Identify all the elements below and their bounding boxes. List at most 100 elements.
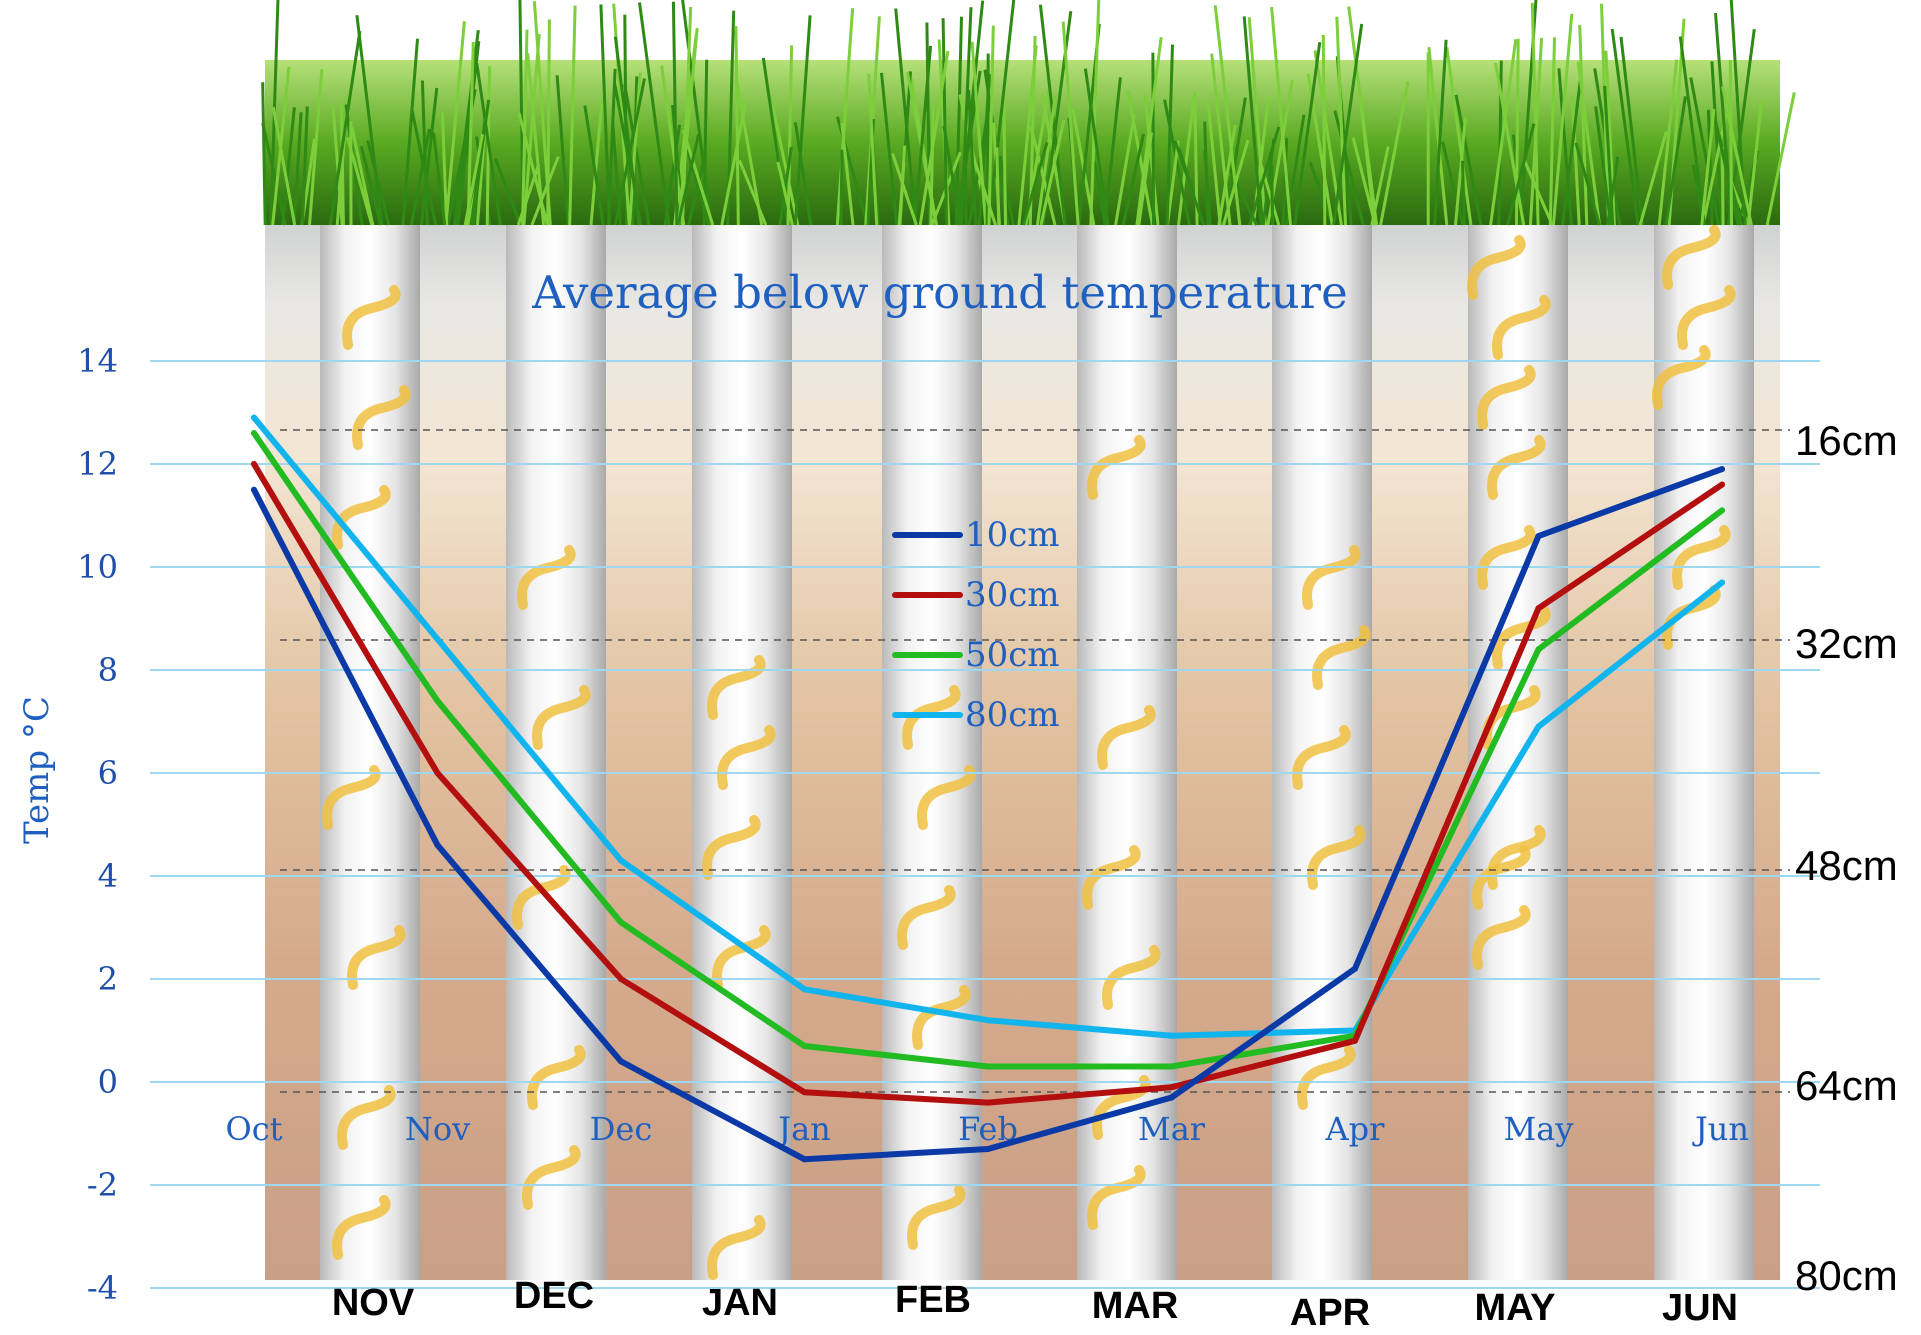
grass-blade — [954, 70, 982, 226]
grass-blade — [1379, 81, 1410, 226]
data-point-50cm — [434, 697, 441, 704]
grass-blade — [613, 36, 641, 226]
grub-46 — [1652, 345, 1711, 410]
grass-blade — [1441, 141, 1465, 226]
grass-blade — [974, 162, 997, 226]
grass-blade — [1313, 50, 1343, 226]
grass-blade — [1619, 36, 1644, 226]
grub-26 — [1102, 945, 1161, 1010]
legend-label: 80cm — [965, 695, 1060, 735]
data-point-80cm — [801, 986, 808, 993]
data-point-30cm — [1168, 1084, 1175, 1091]
grass-blade — [880, 72, 899, 226]
data-point-50cm — [1535, 646, 1542, 653]
grass-blade — [1610, 28, 1640, 226]
data-point-50cm — [618, 919, 624, 926]
grass-blade — [1522, 159, 1554, 226]
grass-blade — [401, 38, 419, 226]
grass-blade — [677, 27, 699, 226]
grub-41 — [1477, 365, 1536, 430]
grass-blade — [913, 45, 933, 226]
grass-blade — [1266, 79, 1294, 226]
grub-43 — [1472, 845, 1531, 910]
data-point-80cm — [985, 1017, 991, 1024]
grass-blade — [1370, 146, 1390, 226]
grass-blade — [1035, 94, 1057, 226]
grass-blade — [1728, 59, 1733, 226]
grub-4 — [322, 765, 381, 830]
grass-blade — [985, 53, 990, 226]
grass-blade — [1247, 17, 1267, 226]
grass-blade — [687, 156, 707, 226]
grub-7 — [332, 1195, 391, 1260]
month-label: DEC — [514, 1275, 594, 1317]
month-label: APR — [1290, 1292, 1370, 1334]
grub-40 — [1492, 295, 1551, 360]
grub-5 — [347, 925, 406, 990]
grub-23 — [1087, 435, 1146, 500]
grass-blade — [261, 82, 267, 226]
grass-blade — [726, 10, 736, 226]
grass-blade — [897, 162, 906, 226]
data-point-10cm — [618, 1058, 624, 1065]
grass-blade — [995, 147, 1001, 226]
grass-blade — [894, 8, 918, 226]
y-tick-label: 8 — [98, 651, 118, 689]
grass-blade — [1135, 37, 1163, 226]
grass-blade — [568, 5, 577, 226]
grass-blade — [1603, 85, 1615, 226]
grass-blade — [475, 63, 502, 226]
data-point-80cm — [618, 857, 624, 864]
grass-blade — [1700, 108, 1716, 226]
grass-blade — [1706, 109, 1714, 226]
grass-blade — [1570, 94, 1581, 226]
grass-blade — [1210, 53, 1232, 226]
data-point-10cm — [251, 486, 257, 493]
grass-blade — [1433, 39, 1448, 226]
grass-blade — [555, 75, 570, 226]
grass-blade — [1226, 163, 1258, 226]
grass-blade — [891, 153, 918, 226]
grass-blade — [702, 59, 709, 226]
grass-blade — [1039, 120, 1066, 226]
grub-11 — [527, 1045, 586, 1110]
grass-blade — [1114, 114, 1136, 226]
x-tick-label: Dec — [590, 1110, 653, 1148]
grub-33 — [1297, 1045, 1356, 1110]
grass-blade — [761, 57, 790, 226]
depth-label: 48cm — [1795, 842, 1898, 889]
grass-blade — [778, 146, 793, 226]
x-tick-label: Apr — [1325, 1110, 1386, 1148]
grass-blade — [1493, 62, 1526, 226]
grass-blade — [350, 126, 375, 226]
grass-blade — [1335, 16, 1347, 226]
grass-blade — [835, 8, 855, 226]
grass-blade — [1461, 160, 1466, 226]
x-axis-ticks: Oct Nov Dec Jan Feb Mar Apr May Jun — [225, 1110, 1749, 1148]
grub-34 — [1477, 525, 1536, 590]
month-label: MAY — [1475, 1287, 1556, 1329]
grass-blade — [681, 0, 713, 226]
grass-blade — [469, 99, 491, 226]
x-tick-label: Jun — [1692, 1110, 1749, 1148]
grass-blade — [432, 132, 447, 226]
grass-blade — [1021, 141, 1049, 226]
grass-blade — [1332, 23, 1364, 226]
grass-blade — [331, 105, 344, 226]
grub-22 — [907, 1185, 966, 1250]
grass-blade — [1604, 50, 1616, 226]
grass-blade — [611, 122, 622, 226]
grass-blade — [1103, 77, 1122, 226]
grass-blade — [1193, 91, 1199, 226]
data-point-30cm — [434, 770, 441, 776]
grass-blade — [835, 116, 869, 226]
data-point-30cm — [1535, 605, 1542, 612]
data-point-30cm — [1719, 481, 1725, 488]
grass-blade — [1151, 52, 1155, 226]
grass-blade — [1506, 123, 1536, 226]
grub-9 — [532, 685, 591, 750]
data-point-30cm — [801, 1089, 808, 1096]
grass-blade — [1714, 12, 1734, 226]
y-tick-label: 6 — [98, 754, 118, 792]
data-point-10cm — [1168, 1094, 1175, 1101]
